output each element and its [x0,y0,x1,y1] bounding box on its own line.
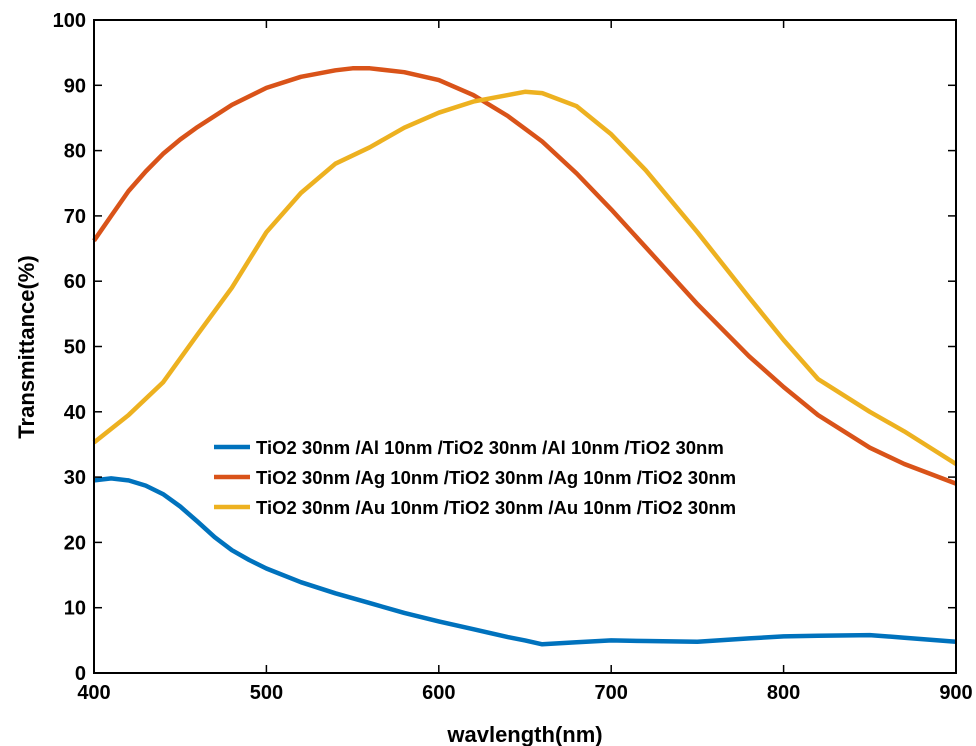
legend-label-2: TiO2 30nm /Ag 10nm /TiO2 30nm /Ag 10nm /… [256,467,736,488]
legend-label-1: TiO2 30nm /Al 10nm /TiO2 30nm /Al 10nm /… [256,437,724,458]
x-tick-label: 600 [422,682,455,704]
series-line-3 [92,89,958,466]
y-tick-label: 10 [64,598,86,620]
y-tick-label: 0 [75,663,86,685]
plot-background [94,20,956,673]
legend-label-3: TiO2 30nm /Au 10nm /TiO2 30nm /Au 10nm /… [256,497,736,518]
y-tick-label: 90 [64,75,86,97]
x-axis-label: wavlength(nm) [446,722,602,746]
x-tick-label: 700 [595,682,628,704]
x-tick-label: 800 [767,682,800,704]
x-tick-label: 500 [250,682,283,704]
y-tick-label: 60 [64,271,86,293]
y-tick-label: 30 [64,467,86,489]
series-line-2 [92,66,957,486]
y-tick-label: 80 [64,141,86,163]
series-line-1 [93,476,957,647]
x-tick-label: 900 [939,682,972,704]
plot-frame [93,19,957,674]
axis-layer: 400 500 600 700 800 900 0 10 20 30 40 50 60 70 80 90 100 [53,10,973,704]
y-tick-label: 70 [64,206,86,228]
x-tick-label: 400 [77,682,110,704]
y-tick-label: 50 [64,337,86,359]
series-layer [92,66,958,647]
y-tick-label: 40 [64,402,86,424]
legend: TiO2 30nm /Al 10nm /TiO2 30nm /Al 10nm /… [214,437,736,518]
y-tick-label: 20 [64,532,86,554]
y-tick-label: 100 [53,10,86,32]
y-axis-label: Transmittance(%) [14,255,39,438]
